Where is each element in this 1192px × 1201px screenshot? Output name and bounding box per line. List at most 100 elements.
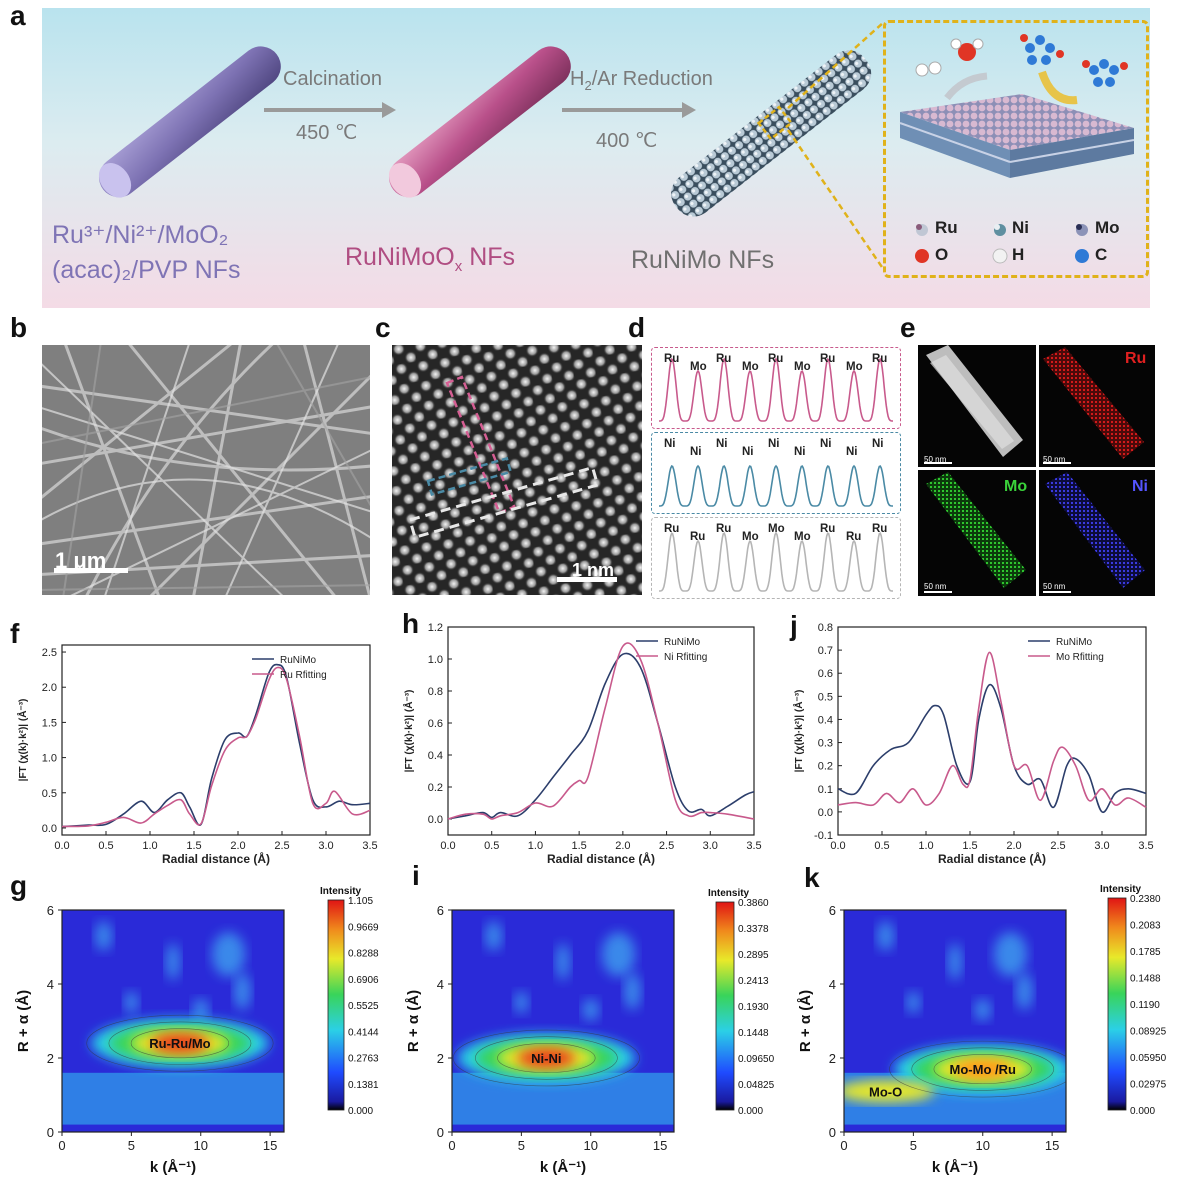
contour-line xyxy=(108,1021,252,1065)
x-axis-label: k (Å⁻¹) xyxy=(932,1159,978,1176)
line-profile-peak-label: Ru xyxy=(690,531,706,543)
panel-label-b: b xyxy=(10,312,28,343)
colorbar-tick-label: 0.000 xyxy=(1130,1106,1155,1117)
wavelet-contour-maps: Ru-Ru/Mo 0 5 10 15 0 2 4 6 k (Å⁻¹) R + α (Å) Intens… xyxy=(15,884,1167,1176)
contour-blob xyxy=(514,991,529,1014)
catalyst-slab xyxy=(899,94,1135,178)
y-tick-label: 0.3 xyxy=(818,738,833,750)
line-profile-peak-label: Ni xyxy=(716,438,728,450)
y-tick-label: 1.5 xyxy=(42,717,57,729)
line-profile-peak-label: Mo xyxy=(742,361,759,373)
colorbar xyxy=(327,899,345,1111)
contour-blob xyxy=(624,972,641,1010)
y-tick-label: 0.2 xyxy=(428,782,443,794)
contour-line xyxy=(889,1040,1066,1098)
panel-label-a: a xyxy=(10,0,26,31)
legend-ru: Ru xyxy=(935,218,958,237)
contour-blob xyxy=(211,932,246,977)
y-axis-label: R + α (Å) xyxy=(797,990,814,1052)
step2-label: H2/Ar Reduction xyxy=(570,68,713,93)
y-tick-label: 0.4 xyxy=(428,750,443,762)
x-tick-label: 3.5 xyxy=(362,840,377,852)
colorbar-tick-label: 0.2763 xyxy=(348,1054,379,1065)
line-profile-peak-label: Ru xyxy=(820,353,836,365)
panel-label-i: i xyxy=(412,860,420,891)
colorbar-tick-label: 0.05950 xyxy=(1130,1053,1167,1064)
x-axis-label: Radial distance (Å) xyxy=(938,851,1046,866)
plot-frame xyxy=(843,909,1067,1133)
series-line-runimo xyxy=(61,663,371,828)
panel-label-j: j xyxy=(790,610,798,641)
y-tick-label: 0.2 xyxy=(818,761,833,773)
line-profile-peak-label: Ru xyxy=(846,531,862,543)
colorbar-tick-label: 0.1785 xyxy=(1130,947,1161,958)
series-line-ru-rfitting xyxy=(61,666,371,828)
line-chart-h: 0.0 0.5 1.0 1.5 2.0 2.5 3.0 3.5 0.0 0.2 0.4 0.6 0.8 1… xyxy=(402,622,762,866)
eds-scale-1: 50 nm xyxy=(924,455,947,464)
line-profile-peak-label: Ru xyxy=(664,353,680,365)
colorbar-tick-label: 0.3860 xyxy=(738,898,769,909)
y-tick-label: 0.5 xyxy=(818,691,833,703)
line-profile-bottom xyxy=(651,517,901,599)
x-tick-label: 0.5 xyxy=(98,840,113,852)
x-axis-label: k (Å⁻¹) xyxy=(540,1159,586,1176)
x-tick-label: 5 xyxy=(910,1138,917,1153)
contour-blob xyxy=(906,991,921,1014)
legend-mo: Mo xyxy=(1095,218,1120,237)
y-tick-label: 6 xyxy=(437,903,444,918)
eds-ni-map xyxy=(1039,470,1155,596)
x-tick-label: 2.0 xyxy=(615,840,630,852)
contour-blob xyxy=(993,932,1028,977)
y-tick-label: 2.5 xyxy=(42,647,57,659)
legend-ni: Ni xyxy=(1012,218,1029,237)
y-tick-label: 0 xyxy=(47,1125,54,1140)
oxide-label: RuNiMoOx NFs xyxy=(345,243,516,275)
sem-image xyxy=(42,345,370,595)
colorbar-tick-label: 0.9669 xyxy=(348,922,379,933)
colorbar-tick-label: 0.2895 xyxy=(738,950,769,961)
y-tick-label: 0.7 xyxy=(818,645,833,657)
line-chart-f: 0.0 0.5 1.0 1.5 2.0 2.5 3.0 3.5 0.0 0.5 1.0 1.5 2.0 2… xyxy=(16,644,378,866)
low-r-band xyxy=(62,1072,284,1125)
colorbar-title: Intensity xyxy=(708,888,750,899)
y-tick-label: 0.0 xyxy=(428,814,443,826)
heatmap-i: Ni-Ni 0 5 10 15 0 2 4 6 k (Å⁻¹) R + α (Å) Intensity… xyxy=(405,888,775,1176)
colorbar-tick-label: 0.3378 xyxy=(738,924,769,935)
colorbar-tick-label: 0.4144 xyxy=(348,1027,379,1038)
x-tick-label: 1.0 xyxy=(528,840,543,852)
line-profile-peak-label: Ru xyxy=(664,523,680,535)
colorbar-tick-label: 0.2413 xyxy=(738,976,769,987)
contour-blob xyxy=(601,932,636,977)
legend-c: C xyxy=(1095,245,1108,264)
zoom-box xyxy=(756,105,794,141)
x-tick-label: 15 xyxy=(263,1138,277,1153)
contour-peak xyxy=(517,1048,576,1068)
y-tick-label: 0.6 xyxy=(428,718,443,730)
contour-line xyxy=(86,1014,274,1072)
contour-line xyxy=(497,1043,596,1073)
legend-h: H xyxy=(1012,245,1025,264)
x-tick-label: 5 xyxy=(518,1138,525,1153)
legend-label: Ni Rfitting xyxy=(664,652,707,663)
y-tick-label: 0.8 xyxy=(818,622,833,634)
y-tick-label: -0.1 xyxy=(814,830,833,842)
y-tick-label: 4 xyxy=(829,977,836,992)
line-profile-peak-label: Ru xyxy=(820,523,836,535)
panel-label-h: h xyxy=(402,608,420,639)
line-profile-peak-label: Ni xyxy=(846,446,858,458)
x-tick-label: 0.0 xyxy=(54,840,69,852)
peak-annotation: Ni-Ni xyxy=(531,1051,561,1066)
line-profile-peak-label: Ni xyxy=(794,446,806,458)
contour-blob xyxy=(192,998,210,1021)
contour-field xyxy=(844,910,1066,1132)
peak-annotation: Ru-Ru/Mo xyxy=(149,1036,210,1051)
x-tick-label: 0 xyxy=(448,1138,455,1153)
y-tick-label: 0.1 xyxy=(818,784,833,796)
x-tick-label: 1.0 xyxy=(142,840,157,852)
colorbar xyxy=(715,901,735,1111)
y-tick-label: 0.4 xyxy=(818,714,833,726)
eds-ru-label: Ru xyxy=(1125,350,1147,367)
contour-blob xyxy=(485,921,502,951)
x-tick-label: 2.5 xyxy=(659,840,674,852)
colorbar-tick-label: 1.105 xyxy=(348,896,373,907)
